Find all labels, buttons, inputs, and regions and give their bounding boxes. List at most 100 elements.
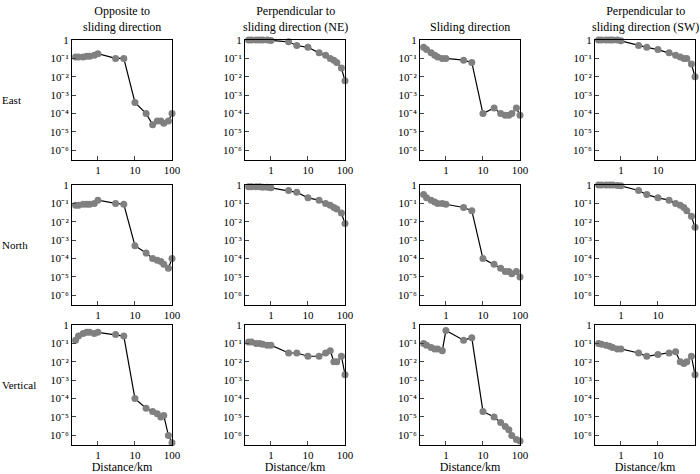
svg-text:10⁻³: 10⁻³: [223, 89, 242, 101]
svg-text:10⁻²: 10⁻²: [573, 71, 592, 83]
svg-text:10: 10: [129, 309, 141, 321]
svg-text:10⁻²: 10⁻²: [573, 356, 592, 368]
svg-text:1: 1: [95, 449, 101, 461]
svg-text:10⁻⁵: 10⁻⁵: [398, 411, 417, 423]
svg-text:10: 10: [129, 449, 141, 461]
svg-text:10⁻⁵: 10⁻⁵: [223, 271, 242, 283]
svg-text:100: 100: [164, 449, 181, 461]
svg-text:10⁻⁵: 10⁻⁵: [50, 271, 69, 283]
svg-text:1: 1: [411, 319, 417, 331]
svg-text:10⁻⁶: 10⁻⁶: [223, 289, 242, 301]
svg-text:10⁻⁵: 10⁻⁵: [573, 126, 592, 138]
svg-text:1: 1: [443, 164, 449, 176]
svg-text:Vertical: Vertical: [2, 379, 36, 391]
svg-text:1: 1: [95, 164, 101, 176]
svg-text:10⁻³: 10⁻³: [398, 374, 417, 386]
svg-text:10⁻⁶: 10⁻⁶: [398, 429, 417, 441]
svg-text:10⁻¹: 10⁻¹: [50, 52, 68, 64]
svg-text:10⁻¹: 10⁻¹: [223, 52, 241, 64]
svg-text:100: 100: [164, 164, 181, 176]
svg-text:10⁻⁴: 10⁻⁴: [50, 107, 69, 119]
svg-text:10⁻³: 10⁻³: [398, 89, 417, 101]
svg-text:10: 10: [477, 309, 489, 321]
svg-text:1: 1: [236, 34, 242, 46]
svg-text:10⁻²: 10⁻²: [398, 216, 417, 228]
svg-text:10⁻⁵: 10⁻⁵: [223, 411, 242, 423]
svg-text:10⁻²: 10⁻²: [398, 356, 417, 368]
svg-text:10⁻⁶: 10⁻⁶: [223, 429, 242, 441]
svg-text:100: 100: [512, 164, 529, 176]
svg-text:1: 1: [411, 34, 417, 46]
svg-text:10⁻¹: 10⁻¹: [223, 197, 241, 209]
svg-text:10⁻³: 10⁻³: [573, 234, 592, 246]
svg-text:10⁻⁶: 10⁻⁶: [573, 289, 592, 301]
svg-text:10⁻³: 10⁻³: [223, 374, 242, 386]
svg-text:1: 1: [63, 179, 69, 191]
svg-text:10: 10: [302, 309, 314, 321]
svg-text:10⁻⁴: 10⁻⁴: [398, 252, 417, 264]
svg-text:10⁻²: 10⁻²: [50, 216, 69, 228]
svg-text:Sliding direction: Sliding direction: [430, 20, 510, 34]
svg-text:10⁻¹: 10⁻¹: [50, 337, 68, 349]
svg-text:100: 100: [337, 309, 354, 321]
svg-text:10: 10: [477, 164, 489, 176]
svg-text:1: 1: [268, 309, 274, 321]
svg-text:10: 10: [652, 309, 664, 321]
svg-text:1: 1: [618, 164, 624, 176]
svg-text:1: 1: [95, 309, 101, 321]
svg-text:1: 1: [586, 34, 592, 46]
svg-text:1: 1: [63, 34, 69, 46]
svg-text:10⁻⁴: 10⁻⁴: [398, 392, 417, 404]
svg-text:Distance/km: Distance/km: [440, 460, 501, 474]
svg-text:10⁻³: 10⁻³: [50, 234, 69, 246]
svg-text:1: 1: [618, 309, 624, 321]
svg-text:10: 10: [652, 164, 664, 176]
svg-text:100: 100: [512, 449, 529, 461]
svg-text:100: 100: [337, 164, 354, 176]
svg-text:10⁻³: 10⁻³: [223, 234, 242, 246]
svg-text:1: 1: [236, 319, 242, 331]
svg-text:100: 100: [512, 309, 529, 321]
svg-text:1: 1: [268, 164, 274, 176]
svg-text:10⁻⁶: 10⁻⁶: [573, 429, 592, 441]
svg-text:10⁻²: 10⁻²: [50, 356, 69, 368]
svg-text:10⁻³: 10⁻³: [573, 374, 592, 386]
svg-text:1: 1: [236, 179, 242, 191]
svg-text:1: 1: [63, 319, 69, 331]
svg-text:East: East: [2, 94, 21, 106]
svg-text:1: 1: [411, 179, 417, 191]
svg-text:10⁻⁴: 10⁻⁴: [50, 392, 69, 404]
svg-text:10⁻⁴: 10⁻⁴: [223, 392, 242, 404]
svg-text:10⁻⁴: 10⁻⁴: [573, 392, 592, 404]
svg-text:Opposite tosliding direction: Opposite tosliding direction: [83, 4, 161, 34]
svg-text:10⁻⁵: 10⁻⁵: [398, 271, 417, 283]
svg-text:10⁻⁴: 10⁻⁴: [223, 107, 242, 119]
svg-text:10⁻⁵: 10⁻⁵: [573, 271, 592, 283]
svg-text:10: 10: [652, 449, 664, 461]
svg-text:1: 1: [586, 179, 592, 191]
svg-text:10: 10: [302, 164, 314, 176]
svg-text:10⁻²: 10⁻²: [223, 356, 242, 368]
svg-text:10⁻⁶: 10⁻⁶: [50, 289, 69, 301]
svg-text:1: 1: [618, 449, 624, 461]
svg-text:10⁻⁶: 10⁻⁶: [398, 289, 417, 301]
svg-text:10⁻¹: 10⁻¹: [223, 337, 241, 349]
svg-text:10⁻¹: 10⁻¹: [398, 337, 416, 349]
svg-text:10⁻⁵: 10⁻⁵: [50, 411, 69, 423]
svg-text:Perpendicular tosliding direct: Perpendicular tosliding direction (SW): [592, 4, 699, 34]
svg-text:10⁻⁴: 10⁻⁴: [223, 252, 242, 264]
svg-text:Distance/km: Distance/km: [92, 460, 153, 474]
svg-text:Distance/km: Distance/km: [265, 460, 326, 474]
svg-text:10⁻²: 10⁻²: [223, 216, 242, 228]
svg-text:Distance/km: Distance/km: [615, 460, 676, 474]
svg-text:10⁻¹: 10⁻¹: [398, 197, 416, 209]
svg-text:10⁻¹: 10⁻¹: [50, 197, 68, 209]
svg-text:100: 100: [337, 449, 354, 461]
svg-text:10⁻⁵: 10⁻⁵: [50, 126, 69, 138]
svg-text:10⁻¹: 10⁻¹: [573, 197, 591, 209]
svg-text:10⁻⁶: 10⁻⁶: [398, 144, 417, 156]
svg-text:Perpendicular tosliding direct: Perpendicular tosliding direction (NE): [243, 4, 348, 34]
svg-text:10⁻⁴: 10⁻⁴: [398, 107, 417, 119]
svg-text:10: 10: [477, 449, 489, 461]
svg-text:10⁻³: 10⁻³: [573, 89, 592, 101]
